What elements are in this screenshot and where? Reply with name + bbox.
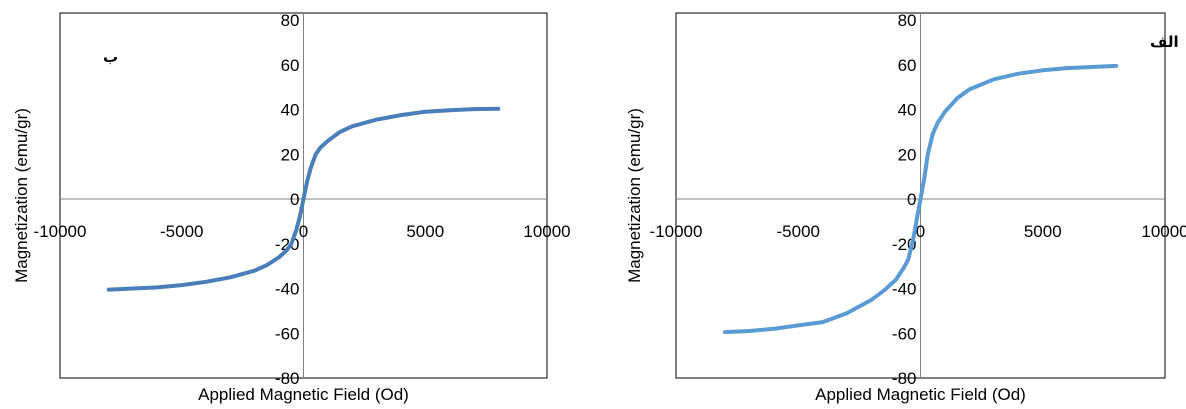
y-tick-label: 20: [898, 145, 917, 164]
series-line-0: [106, 106, 501, 292]
y-tick-label: -40: [275, 280, 300, 299]
y-axis-title: Magnetization (emu/gr): [625, 108, 644, 283]
y-tick-label: 20: [281, 145, 300, 164]
x-axis-title: Applied Magnetic Field (Od): [815, 385, 1026, 404]
x-tick-label: -10000: [650, 222, 703, 241]
y-tick-label: -60: [892, 324, 917, 343]
x-tick-label: 0: [916, 222, 925, 241]
x-tick-label: -5000: [160, 222, 203, 241]
panel-label: ب: [103, 48, 118, 66]
panel-label: الف: [1150, 33, 1179, 51]
x-tick-label: 10000: [523, 222, 570, 241]
y-tick-label: 80: [281, 11, 300, 30]
x-tick-label: 5000: [406, 222, 444, 241]
y-tick-label: 80: [898, 11, 917, 30]
y-tick-label: 60: [281, 56, 300, 75]
y-tick-label: -60: [275, 324, 300, 343]
series-line-0: [722, 63, 1119, 335]
chart-panel-1: -10000 -5000 0 5000 10000-80-60-40-200204060…: [625, 11, 1186, 404]
y-tick-label: -80: [275, 369, 300, 388]
y-axis-title: Magnetization (emu/gr): [12, 108, 31, 283]
y-tick-label: 0: [290, 190, 299, 209]
y-tick-label: -40: [892, 280, 917, 299]
x-tick-label: -5000: [777, 222, 820, 241]
x-tick-label: 5000: [1024, 222, 1062, 241]
y-tick-label: 0: [907, 190, 916, 209]
y-tick-label: 40: [898, 101, 917, 120]
y-tick-label: -80: [892, 369, 917, 388]
y-tick-label: 60: [898, 56, 917, 75]
x-axis-title: Applied Magnetic Field (Od): [198, 385, 409, 404]
x-tick-label: -10000: [34, 222, 87, 241]
y-tick-label: 40: [281, 101, 300, 120]
x-tick-label: 0: [299, 222, 308, 241]
chart-panel-0: -10000 -5000 0 5000 10000-80-60-40-200204060…: [12, 11, 571, 404]
x-tick-label: 10000: [1141, 222, 1186, 241]
